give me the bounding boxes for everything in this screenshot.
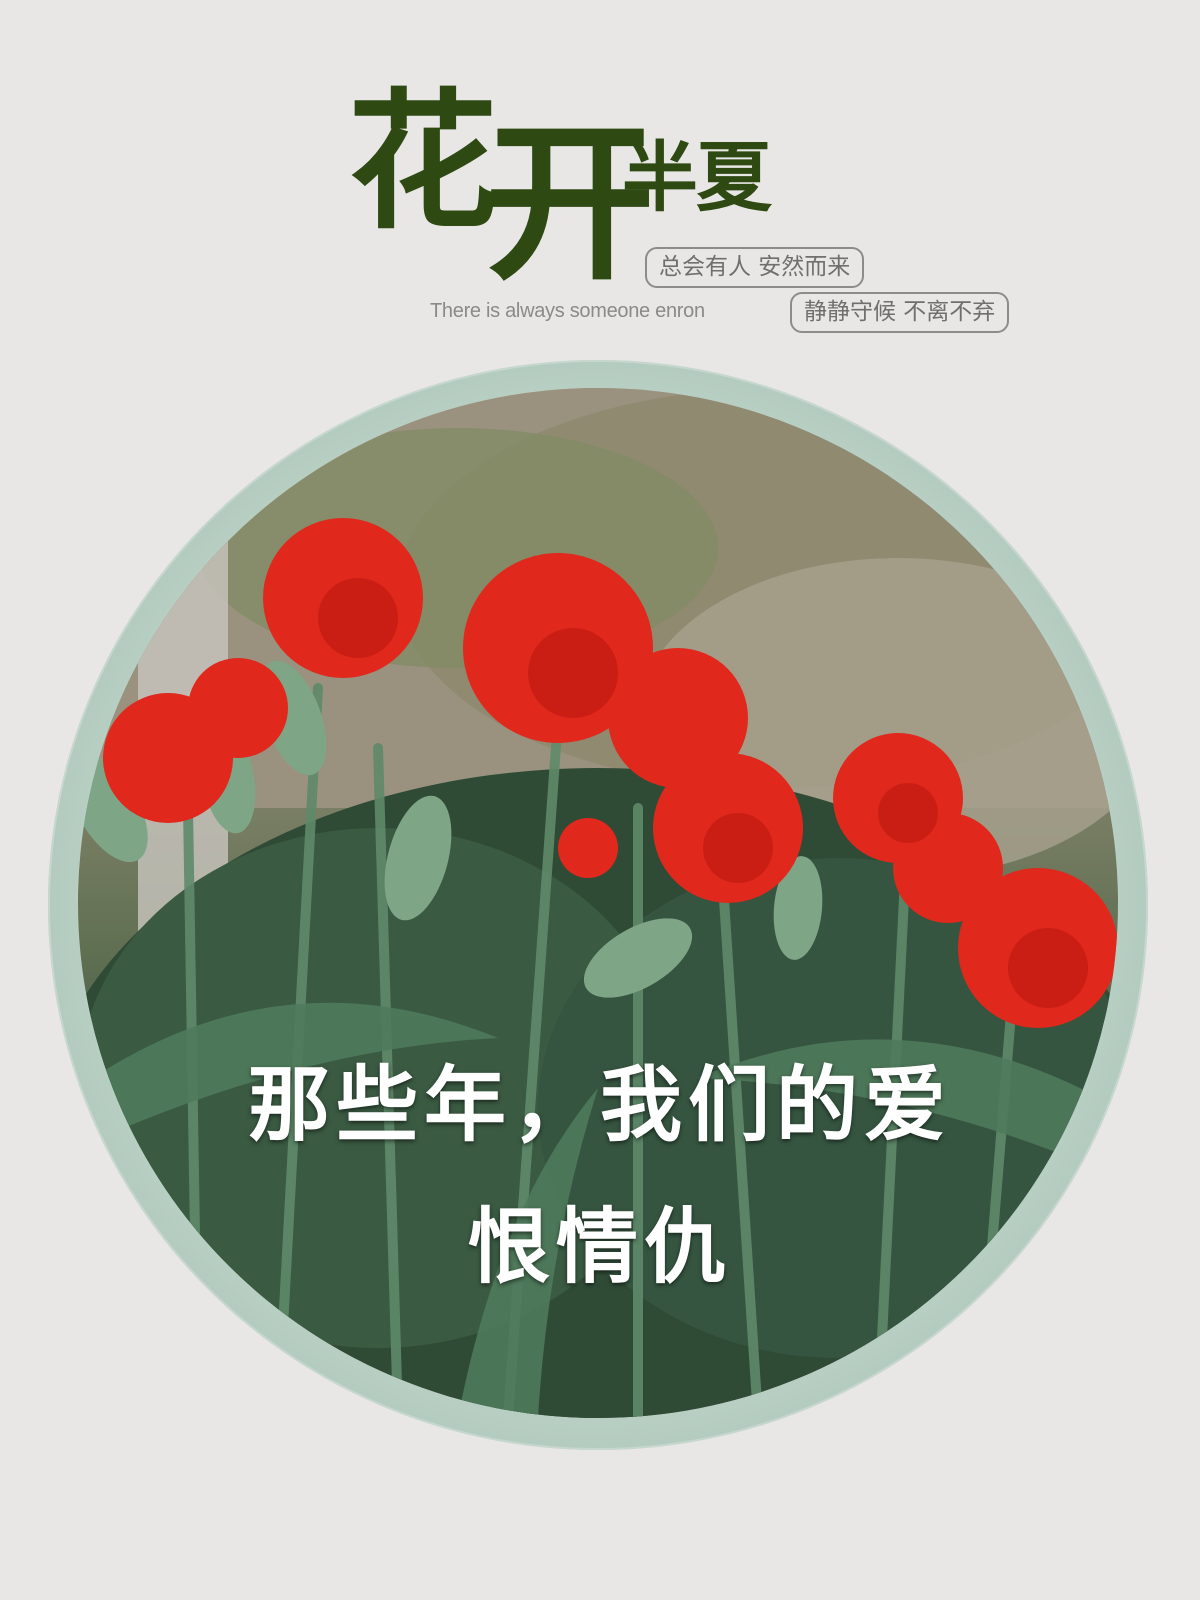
caption-line-1: 那些年，我们的爱 — [247, 1058, 952, 1153]
carnation-illustration — [78, 388, 1118, 1418]
tag-line-1: 总会有人 安然而来 — [645, 247, 865, 288]
carnation-photo — [78, 388, 1118, 1418]
caption-line-2: 恨情仇 — [467, 1200, 732, 1295]
title-char-hua: 花 — [348, 76, 499, 250]
tag-line-2: 静静守候 不离不弃 — [790, 292, 1010, 333]
english-subtitle: There is always someone enron — [430, 300, 705, 322]
title-char-xia: 夏 — [696, 133, 772, 222]
title-char-ban: 半 — [622, 133, 698, 222]
title-char-kai: 开 — [485, 106, 656, 304]
